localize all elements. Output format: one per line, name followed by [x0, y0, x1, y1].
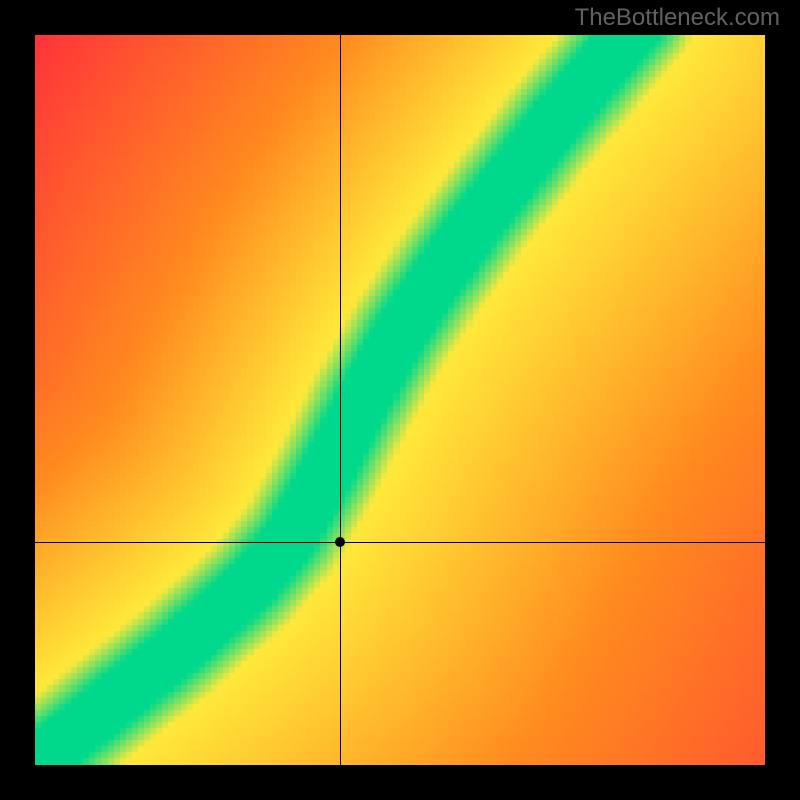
- plot-area: [35, 35, 765, 765]
- watermark-title: TheBottleneck.com: [575, 4, 780, 32]
- crosshair-vertical: [340, 35, 341, 765]
- crosshair-point: [335, 537, 345, 547]
- heatmap-canvas: [35, 35, 765, 765]
- crosshair-horizontal: [35, 542, 765, 543]
- chart-container: TheBottleneck.com: [0, 0, 800, 800]
